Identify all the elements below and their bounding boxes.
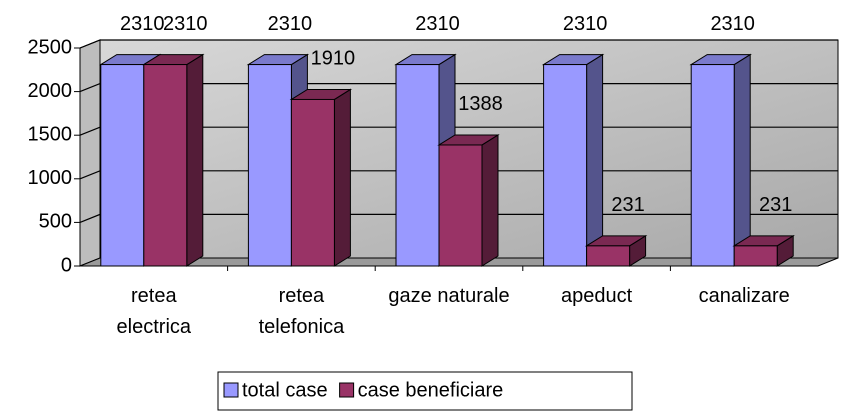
bar-side bbox=[186, 53, 204, 267]
value-label: 2310 bbox=[710, 13, 755, 35]
y-tick-label: 0 bbox=[61, 254, 72, 276]
bar-front bbox=[543, 64, 588, 267]
legend-swatch bbox=[339, 382, 355, 398]
bar bbox=[289, 88, 353, 267]
bar-front bbox=[247, 64, 292, 267]
legend-label: total case bbox=[242, 379, 328, 401]
y-tick-label: 1500 bbox=[28, 123, 73, 145]
side-wall bbox=[79, 39, 101, 267]
value-label: 2310 bbox=[268, 13, 313, 35]
bar bbox=[732, 234, 795, 267]
y-tick-label: 500 bbox=[39, 211, 72, 233]
legend-swatch bbox=[223, 382, 239, 398]
grid-line bbox=[79, 39, 838, 49]
x-tick-label: gaze naturale bbox=[388, 285, 509, 307]
x-tick-label: retea electrica bbox=[117, 285, 192, 338]
bar-front bbox=[290, 98, 335, 267]
y-tick-label: 1000 bbox=[28, 167, 73, 189]
x-tick-label: apeduct bbox=[561, 285, 633, 307]
value-label: 1910 bbox=[311, 48, 356, 70]
value-label: 2310 bbox=[163, 13, 208, 35]
value-label: 2310 bbox=[415, 13, 460, 35]
bar bbox=[437, 134, 500, 267]
bar bbox=[584, 234, 648, 267]
bar bbox=[541, 53, 605, 267]
bar-front bbox=[438, 144, 483, 267]
bar-front bbox=[690, 64, 735, 267]
y-tick-label: 2500 bbox=[28, 36, 73, 58]
value-label: 2310 bbox=[120, 13, 165, 35]
bar-side bbox=[333, 88, 351, 267]
y-tick-label: 2000 bbox=[28, 80, 73, 102]
legend-label: case beneficiare bbox=[358, 379, 504, 401]
bar-front bbox=[100, 64, 145, 267]
bar-side bbox=[586, 53, 604, 267]
value-label: 2310 bbox=[563, 13, 608, 35]
x-tick-label: retea telefonica bbox=[259, 285, 345, 338]
bar bbox=[689, 53, 752, 267]
x-tick-label: canalizare bbox=[699, 285, 790, 307]
bar-front bbox=[395, 64, 440, 267]
value-label: 1388 bbox=[458, 93, 503, 115]
value-label: 231 bbox=[611, 194, 644, 216]
legend bbox=[217, 371, 633, 411]
bar-side bbox=[733, 53, 751, 267]
bar-side bbox=[481, 134, 499, 267]
bar-front bbox=[733, 245, 778, 267]
bar-front bbox=[586, 245, 631, 267]
value-label: 231 bbox=[759, 194, 792, 216]
bar bbox=[142, 53, 205, 267]
bar-front bbox=[143, 64, 188, 267]
